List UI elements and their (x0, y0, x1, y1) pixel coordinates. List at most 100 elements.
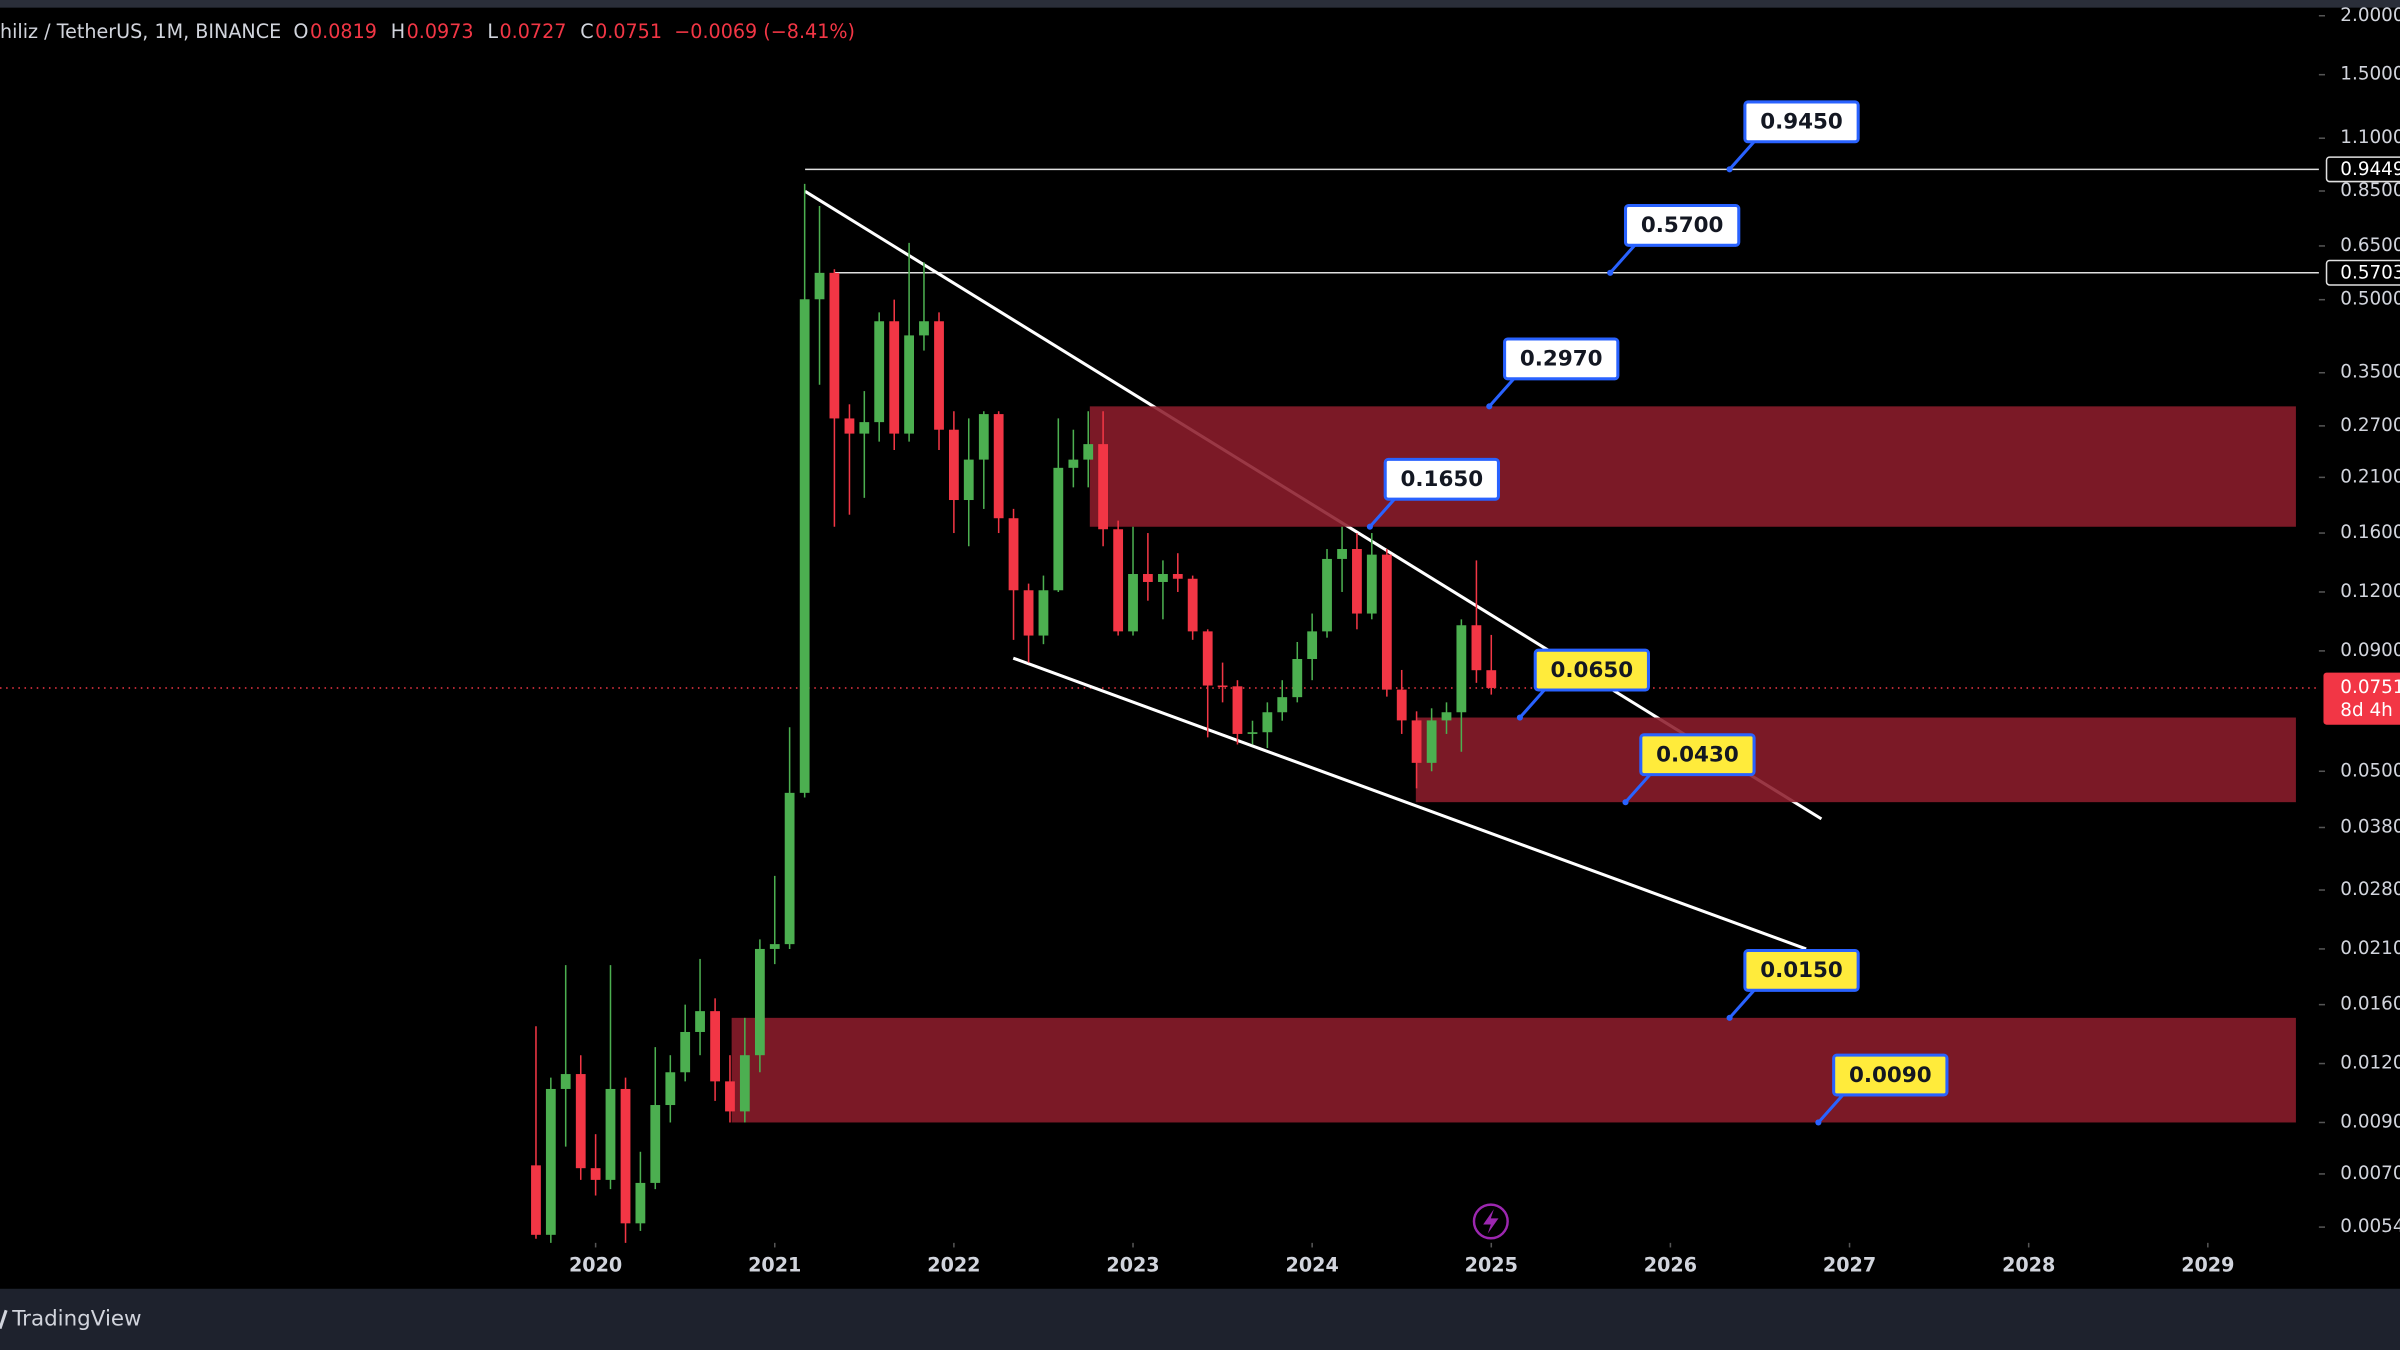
callout-label: 0.9450 (1760, 110, 1843, 135)
candle-body (993, 414, 1004, 519)
candle-body (739, 1055, 750, 1112)
callout-label: 0.0150 (1760, 958, 1843, 983)
candle-body (904, 335, 914, 434)
candle-body (1142, 574, 1153, 582)
y-tick-label: 0.0500 (2340, 760, 2400, 781)
callout-pointer (1728, 140, 1756, 171)
candle-body (1083, 444, 1094, 460)
callout-label: 0.1650 (1401, 467, 1484, 492)
callout-anchor (1726, 166, 1733, 173)
candle-body (1053, 467, 1064, 591)
candle-body (1441, 712, 1452, 721)
candle-body (1128, 574, 1138, 632)
zone (1415, 717, 2296, 803)
candle-body (1098, 444, 1108, 530)
x-tick-label: 2029 (2181, 1253, 2234, 1276)
x-tick-label: 2024 (1286, 1253, 1339, 1276)
callout-anchor (1516, 714, 1523, 721)
callout-box (1743, 100, 1860, 144)
y-tick-label: 2.0000 (2340, 5, 2400, 26)
y-tick-label: 0.0070 (2340, 1163, 2400, 1184)
y-tick-label: 0.3500 (2340, 362, 2400, 383)
replay-icon[interactable] (1472, 1203, 1509, 1240)
ohlc-value: 0.0819 (310, 20, 377, 43)
candle-body (814, 272, 825, 300)
ohlc-label: H (391, 20, 405, 43)
candle-body (1202, 631, 1213, 686)
x-tick-label: 2021 (748, 1253, 801, 1276)
candle-body (844, 418, 855, 434)
callout-pointer (1609, 244, 1636, 274)
candle-body (1232, 686, 1243, 734)
x-tick-label: 2026 (1644, 1253, 1697, 1276)
callout-box (1383, 457, 1500, 501)
callout-box (1503, 337, 1620, 381)
brand[interactable]: TradingView (11, 1306, 141, 1331)
countdown-label: 8d 4h (2340, 700, 2393, 721)
candle-body (1172, 574, 1183, 579)
candle-body (919, 321, 929, 336)
y-tick-label: 0.1200 (2340, 581, 2400, 602)
y-tick-label: 0.0280 (2340, 879, 2400, 900)
callout-box (1639, 733, 1756, 777)
price-line-tag-label: 0.9449 (2340, 159, 2400, 180)
x-tick-label: 2020 (569, 1253, 622, 1276)
y-tick-label: 0.0160 (2340, 994, 2400, 1015)
candle-body (1292, 659, 1303, 698)
candle-body (725, 1081, 735, 1112)
candle-body (710, 1011, 720, 1082)
x-tick-label: 2022 (927, 1253, 980, 1276)
callout-anchor (1622, 799, 1629, 806)
candle-body (963, 459, 974, 501)
ohlc-value: 0.0751 (595, 20, 662, 43)
candle-body (545, 1088, 556, 1235)
candle-body (1113, 529, 1124, 632)
candle-body (1187, 578, 1198, 632)
trendline (1012, 656, 1807, 951)
callout-pointer (1817, 1093, 1845, 1124)
candle-body (605, 1088, 616, 1180)
y-tick-label: 0.6500 (2340, 235, 2400, 256)
zone (731, 1017, 2296, 1123)
candle-body (1038, 590, 1049, 636)
last-price-label: 0.0751 (2340, 677, 2400, 698)
candle-body (620, 1088, 631, 1224)
y-tick-label: 0.0900 (2340, 640, 2400, 661)
candle-body (1262, 712, 1273, 733)
symbol-header: hiliz / TetherUS, 1M, BINANCE O 0.0819 H 0.0… (0, 20, 855, 43)
callout-label: 0.0090 (1849, 1063, 1932, 1088)
y-tick-label: 0.2700 (2340, 415, 2400, 436)
candle-body (889, 321, 900, 434)
y-tick-label: 1.1000 (2340, 127, 2400, 148)
candle-body (829, 272, 840, 419)
y-tick-label: 0.0120 (2340, 1053, 2400, 1074)
candle-body (754, 948, 765, 1056)
zone (1089, 406, 2296, 527)
price-line-tag (2325, 259, 2400, 286)
top-border (0, 0, 2400, 8)
candle-body (531, 1165, 541, 1235)
candle-body (784, 792, 795, 945)
y-tick-label: 1.5000 (2340, 64, 2400, 85)
callout-label: 0.5700 (1641, 213, 1724, 238)
candle-body (1352, 549, 1362, 614)
callout-pointer (1728, 989, 1756, 1019)
candle-body (1426, 720, 1437, 763)
callout-box (1832, 1053, 1949, 1097)
candle-body (1337, 549, 1347, 559)
callout-anchor (1486, 403, 1493, 410)
change-label: −0.0069 (−8.41%) (674, 20, 855, 43)
price-line-tag-label: 0.5703 (2340, 263, 2400, 284)
price-line-tag (2325, 156, 2400, 183)
candle-body (575, 1074, 586, 1169)
candle-body (934, 321, 944, 430)
candle-body (1023, 590, 1034, 636)
y-tick-label: 0.5000 (2340, 289, 2400, 310)
candle-body (874, 321, 885, 423)
callout-pointer (1518, 688, 1546, 719)
candle-body (978, 414, 989, 460)
ohlc-label: O (293, 20, 308, 43)
ohlc-value: 0.0973 (407, 20, 474, 43)
